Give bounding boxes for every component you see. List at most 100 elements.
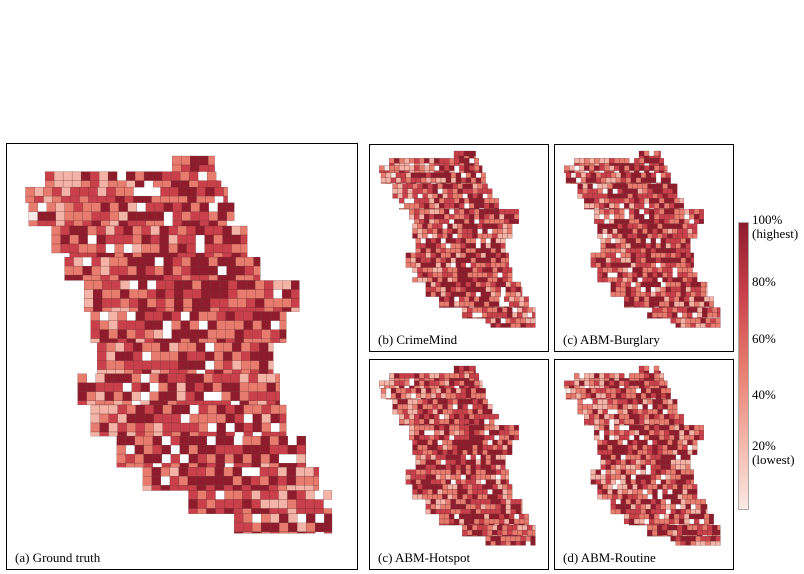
tract-cell: [668, 513, 675, 520]
tract-cell: [473, 365, 476, 372]
tract-cell: [437, 233, 443, 239]
tract-cell: [390, 177, 397, 183]
tract-cell: [584, 373, 590, 379]
tract-cell: [609, 203, 615, 209]
tract-cell: [429, 413, 435, 420]
tract-cell: [667, 272, 673, 278]
tract-cell: [450, 393, 457, 399]
tract-cell: [415, 172, 422, 178]
tract-cell: [670, 464, 676, 470]
tract-cell: [223, 369, 233, 374]
tract-cell: [682, 529, 688, 536]
tract-cell: [455, 474, 462, 480]
tract-cell: [409, 418, 415, 425]
tract-cell: [53, 180, 64, 188]
tract-cell: [620, 509, 626, 515]
tract-cell: [123, 252, 133, 258]
tract-cell: [410, 262, 417, 268]
tract-cell: [514, 219, 519, 224]
tract-cell: [455, 182, 462, 184]
tract-cell: [70, 186, 80, 197]
tract-cell: [647, 444, 653, 451]
tract-cell: [435, 464, 441, 470]
tract-cell: [650, 504, 656, 510]
tract-cell: [400, 398, 407, 400]
tract-cell: [215, 444, 225, 455]
tract-cell: [643, 296, 650, 302]
tract-cell: [497, 449, 503, 455]
tract-cell: [655, 388, 662, 394]
tract-cell: [635, 257, 642, 264]
tract-cell: [469, 209, 475, 215]
tract-cell: [424, 373, 430, 379]
tract-cell: [474, 423, 480, 426]
tract-cell: [449, 373, 455, 379]
tract-cell: [482, 444, 488, 451]
tract-cell: [430, 398, 437, 400]
tract-cell: [427, 272, 433, 278]
tract-cell: [625, 398, 632, 400]
legend-tick-100: 100% (highest): [752, 212, 799, 241]
tract-cell: [415, 243, 421, 249]
tract-cell: [445, 398, 452, 400]
tract-cell: [176, 382, 186, 392]
tract-cell: [635, 252, 642, 259]
tract-cell: [82, 265, 92, 276]
tract-cell: [412, 233, 418, 239]
tract-cell: [507, 307, 513, 313]
tract-cell: [624, 380, 630, 386]
tract-cell: [88, 195, 98, 203]
tract-cell: [117, 311, 127, 321]
tract-cell: [222, 243, 232, 254]
tract-cell: [492, 267, 498, 273]
tract-cell: [434, 413, 440, 420]
tract-cell: [77, 373, 87, 383]
tract-cell: [680, 262, 687, 268]
tract-cell: [449, 198, 455, 204]
tract-cell: [432, 193, 438, 199]
tract-cell: [231, 234, 241, 245]
tract-cell: [105, 252, 115, 258]
tract-cell: [640, 257, 647, 264]
tract-cell: [475, 281, 481, 288]
tract-cell: [708, 523, 714, 526]
tract-cell: [123, 234, 133, 245]
tract-cell: [502, 228, 508, 234]
tract-cell: [135, 422, 145, 433]
tract-cell: [647, 312, 653, 318]
tract-cell: [259, 360, 269, 370]
tract-cell: [487, 404, 493, 410]
tract-cell: [485, 248, 491, 254]
tract-cell: [680, 541, 686, 546]
tract-cell: [197, 444, 207, 455]
tract-cell: [607, 188, 613, 194]
tract-cell: [455, 454, 461, 460]
tract-cell: [214, 360, 224, 370]
tract-cell: [672, 188, 678, 194]
tract-cell: [694, 209, 700, 215]
tract-cell: [698, 513, 705, 520]
tract-cell: [287, 508, 297, 514]
tract-cell: [490, 262, 497, 268]
tract-cell: [430, 281, 436, 288]
tract-cell: [323, 508, 333, 514]
tract-cell: [437, 399, 443, 405]
tract-cell: [201, 289, 211, 299]
tract-cell: [454, 423, 460, 426]
tract-cell: [459, 209, 465, 215]
tract-cell: [419, 418, 425, 425]
tract-cell: [233, 444, 243, 455]
tract-cell: [458, 513, 465, 520]
tract-cell: [659, 163, 665, 166]
legend-tick-20: 20% (lowest): [752, 438, 795, 467]
tract-cell: [682, 534, 688, 537]
tract-cell: [463, 513, 470, 520]
tract-cell: [445, 388, 452, 394]
tract-cell: [425, 177, 432, 183]
tract-cell: [624, 418, 630, 425]
tract-cell: [106, 195, 116, 203]
tract-cell: [585, 388, 592, 394]
tract-cell: [462, 439, 468, 446]
tract-cell: [425, 257, 432, 264]
tract-cell: [442, 489, 448, 495]
